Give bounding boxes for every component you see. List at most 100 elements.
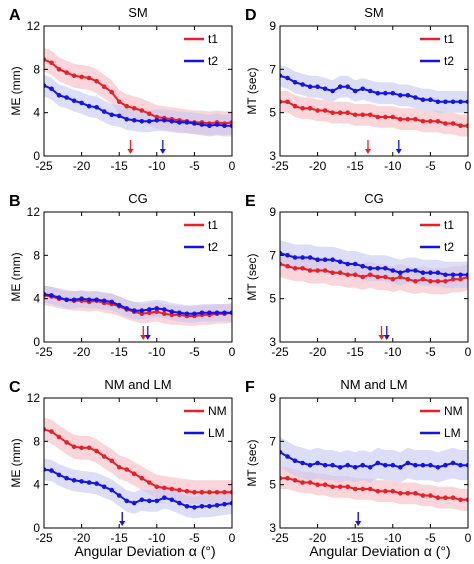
- data-point-lm: [360, 462, 366, 468]
- data-point-lm: [375, 460, 381, 466]
- data-point-t1: [458, 123, 463, 128]
- data-point-lm: [345, 462, 351, 468]
- data-point-t2: [162, 307, 167, 312]
- data-point-t2: [360, 263, 366, 269]
- data-point-t2: [79, 296, 84, 302]
- x-tick-label: -20: [309, 345, 327, 359]
- data-point-lm: [458, 462, 463, 468]
- data-point-nm: [124, 467, 129, 472]
- data-point-t2: [420, 270, 426, 276]
- y-tick-label: 4: [33, 106, 40, 120]
- data-point-lm: [44, 467, 47, 472]
- data-point-t1: [420, 119, 426, 124]
- data-point-t2: [458, 272, 463, 278]
- data-point-t2: [405, 93, 411, 98]
- data-point-lm: [398, 465, 403, 470]
- x-tick-label: -5: [189, 345, 200, 359]
- data-point-t2: [375, 90, 381, 96]
- x-tick-label: 0: [465, 345, 472, 359]
- data-point-t2: [375, 266, 381, 271]
- x-tick-label: -20: [73, 345, 91, 359]
- data-point-lm: [199, 504, 205, 509]
- data-point-nm: [79, 445, 84, 451]
- data-point-nm: [64, 440, 69, 445]
- data-point-t2: [222, 310, 227, 316]
- data-point-t1: [285, 263, 290, 269]
- x-axis-label-left: Angular Deviation α (°): [74, 543, 215, 559]
- data-point-t1: [398, 116, 403, 122]
- y-tick-label: 12: [27, 391, 41, 405]
- x-tick-label: 0: [465, 531, 472, 545]
- data-point-t2: [124, 306, 129, 311]
- data-point-nm: [147, 480, 152, 485]
- y-tick-label: 3: [269, 149, 276, 163]
- x-tick-label: -25: [35, 345, 53, 359]
- x-tick-label: -5: [189, 159, 200, 173]
- data-point-t1: [154, 309, 160, 315]
- data-point-nm: [428, 493, 433, 498]
- panel-title: NM and LM: [104, 377, 171, 392]
- data-point-t2: [450, 272, 456, 278]
- data-point-t2: [413, 95, 418, 100]
- x-tick-label: -20: [73, 531, 91, 545]
- y-tick-label: 4: [33, 292, 40, 306]
- data-point-t2: [413, 268, 418, 273]
- data-point-lm: [280, 449, 283, 455]
- data-point-t2: [285, 253, 290, 258]
- y-tick-label: 4: [33, 478, 40, 492]
- data-point-lm: [116, 493, 122, 498]
- data-point-lm: [162, 495, 167, 501]
- x-tick-label: -25: [35, 159, 53, 173]
- data-point-nm: [71, 444, 77, 450]
- data-point-t1: [352, 272, 358, 278]
- data-point-t1: [383, 274, 388, 280]
- data-point-nm: [375, 488, 381, 494]
- data-point-t1: [398, 274, 403, 280]
- data-point-t2: [330, 88, 335, 94]
- y-tick-label: 12: [27, 19, 41, 33]
- data-point-t2: [49, 86, 54, 92]
- data-point-t1: [86, 75, 92, 81]
- x-tick-label: -5: [425, 345, 436, 359]
- data-point-t1: [49, 60, 54, 66]
- data-point-t2: [44, 83, 47, 88]
- plot-data-group: [44, 47, 232, 137]
- data-point-t1: [285, 99, 290, 105]
- data-point-t1: [292, 103, 298, 109]
- data-point-t2: [405, 268, 411, 273]
- axes-frame: [279, 397, 469, 529]
- data-point-t1: [147, 310, 152, 316]
- data-point-t1: [405, 116, 411, 122]
- data-point-t2: [450, 99, 456, 105]
- data-point-t2: [435, 99, 441, 105]
- data-point-nm: [315, 482, 320, 488]
- data-point-t1: [300, 106, 305, 111]
- chart-panel-b: -25 -20 -15 -10 -5 0 0 4 8 12 CG B ME (mm) t1 t2: [9, 191, 236, 359]
- data-point-nm: [345, 484, 351, 490]
- data-point-lm: [443, 462, 448, 468]
- legend-label-t2: t2: [208, 54, 218, 68]
- data-point-nm: [360, 486, 366, 492]
- data-point-t2: [345, 84, 351, 89]
- y-tick-label: 0: [33, 335, 40, 349]
- panel-title: SM: [128, 5, 148, 20]
- data-point-t2: [315, 84, 320, 89]
- data-point-t1: [383, 114, 388, 120]
- legend-label-nm: NM: [208, 404, 227, 418]
- plot-data-group: [280, 65, 468, 137]
- data-point-t2: [345, 261, 351, 267]
- data-point-nm: [280, 475, 283, 481]
- data-point-t1: [367, 272, 373, 278]
- chart-panel-c: -25 -20 -15 -10 -5 0 0 4 8 12 NM and LM C ME (mm) NM L…: [9, 377, 236, 545]
- chart-panel-f: -25 -20 -15 -10 -5 0 3 5 7 9 NM and LM F MT (sec) NM L…: [245, 377, 472, 545]
- data-point-nm: [322, 482, 328, 488]
- data-point-t2: [64, 297, 69, 303]
- series-band-lm: [280, 437, 468, 483]
- data-point-t1: [94, 78, 99, 84]
- data-point-t1: [450, 276, 456, 282]
- x-tick-label: -15: [111, 531, 129, 545]
- data-point-t2: [443, 99, 448, 105]
- data-point-nm: [367, 486, 373, 492]
- data-point-t2: [352, 261, 358, 267]
- data-point-t2: [458, 99, 463, 105]
